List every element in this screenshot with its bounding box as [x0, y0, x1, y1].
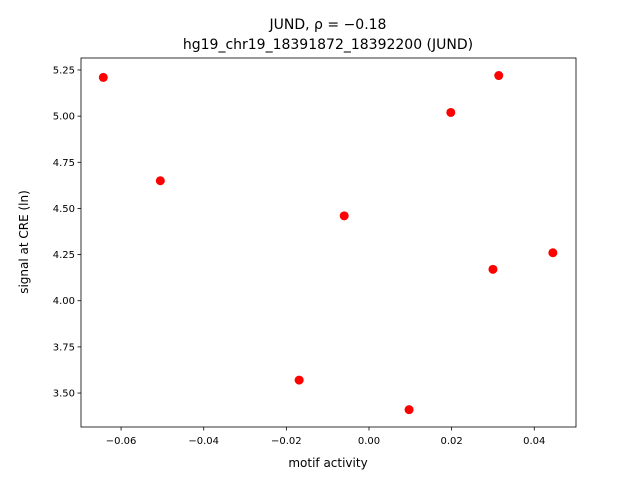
point [98, 72, 108, 82]
x-tick-label: 0.02 [440, 436, 462, 447]
y-axis-label: signal at CRE (ln) [17, 190, 31, 294]
x-tick-label: −0.06 [106, 436, 137, 447]
x-axis-label: motif activity [288, 456, 367, 470]
plot-frame [80, 57, 577, 428]
y-tick-label: 3.75 [53, 342, 75, 353]
point [548, 248, 558, 258]
point [488, 264, 498, 274]
chart-subtitle: hg19_chr19_18391872_18392200 (JUND) [183, 37, 473, 53]
y-tick-label: 3.50 [53, 389, 75, 400]
point [155, 176, 165, 186]
x-tick-label: 0.04 [523, 436, 545, 447]
point [294, 375, 304, 385]
y-tick-label: 4.00 [53, 296, 75, 307]
point [446, 107, 456, 117]
y-tick-label: 5.00 [53, 112, 75, 123]
point [339, 211, 349, 221]
point [404, 405, 414, 415]
x-tick-label: −0.04 [188, 436, 219, 447]
point [494, 71, 504, 81]
x-tick-label: −0.02 [271, 436, 302, 447]
y-tick-label: 5.25 [53, 65, 75, 76]
y-tick-label: 4.50 [53, 204, 75, 215]
y-tick-label: 4.75 [53, 158, 75, 169]
x-tick-label: 0.00 [358, 436, 380, 447]
y-tick-label: 4.25 [53, 250, 75, 261]
chart-title: JUND, ρ = −0.18 [269, 17, 387, 33]
